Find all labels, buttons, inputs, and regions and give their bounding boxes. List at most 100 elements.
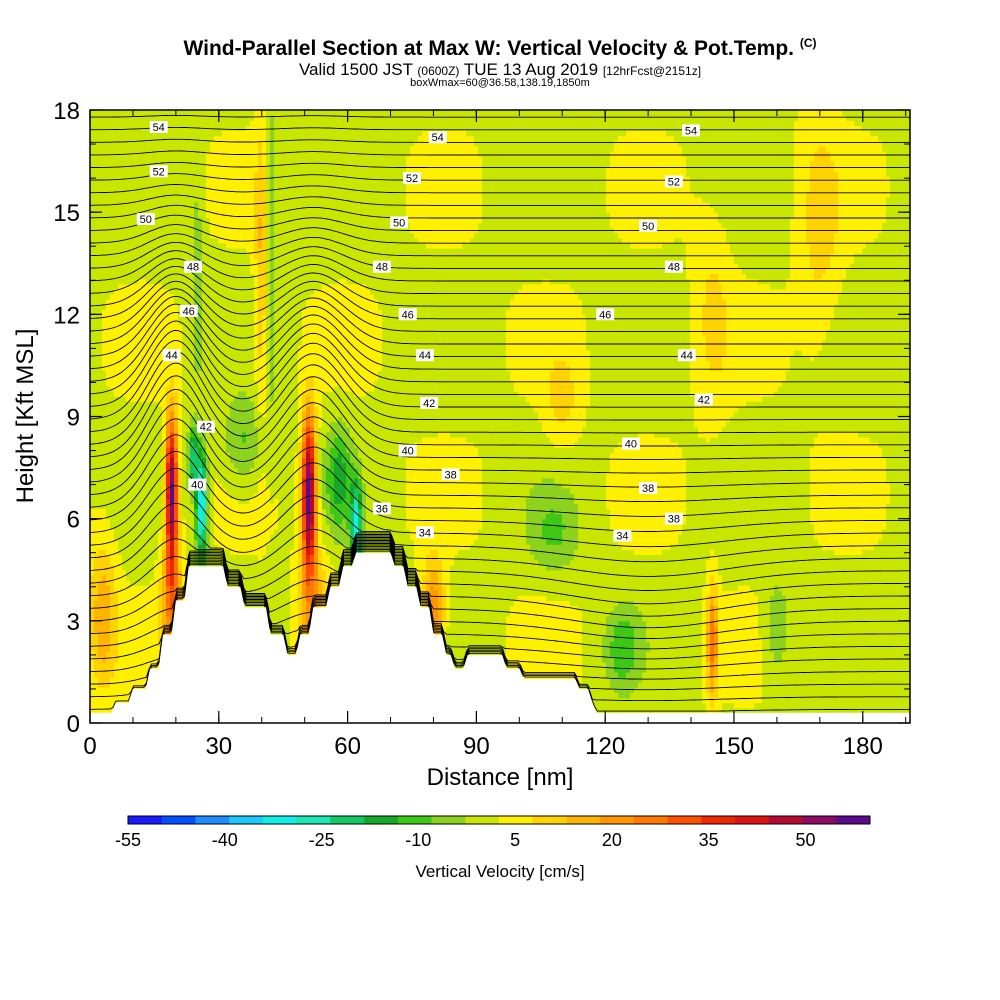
- w-cell: [190, 534, 195, 540]
- w-cell: [98, 273, 103, 279]
- w-cell: [166, 381, 171, 387]
- w-cell: [126, 335, 131, 341]
- w-cell: [174, 549, 179, 555]
- w-cell: [94, 560, 99, 566]
- w-cell: [214, 503, 219, 509]
- w-cell: [138, 657, 143, 663]
- w-cell: [98, 432, 103, 438]
- w-cell: [174, 151, 179, 157]
- w-cell: [214, 493, 219, 499]
- w-cell: [218, 192, 223, 198]
- w-cell: [154, 473, 159, 479]
- w-cell: [166, 187, 171, 193]
- w-cell: [190, 524, 195, 530]
- w-cell: [114, 570, 119, 576]
- w-cell: [182, 166, 187, 172]
- w-cell: [186, 447, 191, 453]
- w-cell: [134, 519, 139, 525]
- w-cell: [126, 192, 131, 198]
- w-cell: [202, 345, 207, 351]
- w-cell: [94, 314, 99, 320]
- w-cell: [206, 171, 211, 177]
- w-cell: [186, 442, 191, 448]
- w-cell: [142, 595, 147, 601]
- w-cell: [214, 120, 219, 126]
- w-cell: [166, 616, 171, 622]
- w-cell: [146, 626, 151, 632]
- w-cell: [158, 146, 163, 152]
- w-cell: [114, 554, 119, 560]
- w-cell: [178, 473, 183, 479]
- w-cell: [118, 672, 123, 678]
- w-cell: [174, 560, 179, 566]
- w-cell: [126, 452, 131, 458]
- w-cell: [118, 427, 123, 433]
- w-cell: [186, 534, 191, 540]
- w-cell: [154, 457, 159, 463]
- w-cell: [154, 386, 159, 392]
- w-cell: [102, 651, 107, 657]
- w-cell: [126, 554, 131, 560]
- w-cell: [118, 268, 123, 274]
- w-cell: [114, 677, 119, 683]
- w-cell: [102, 575, 107, 581]
- w-cell: [94, 243, 99, 249]
- w-cell: [122, 662, 127, 668]
- w-cell: [178, 478, 183, 484]
- w-cell: [214, 207, 219, 213]
- w-cell: [194, 508, 199, 514]
- w-cell: [146, 151, 151, 157]
- w-cell: [106, 442, 111, 448]
- w-cell: [210, 202, 215, 208]
- w-cell: [106, 560, 111, 566]
- w-cell: [134, 125, 139, 131]
- w-cell: [134, 442, 139, 448]
- w-cell: [158, 452, 163, 458]
- w-cell: [154, 519, 159, 525]
- w-cell: [170, 151, 175, 157]
- w-cell: [146, 141, 151, 147]
- w-cell: [218, 253, 223, 259]
- w-cell: [218, 299, 223, 305]
- w-cell: [118, 503, 123, 509]
- w-cell: [94, 120, 99, 126]
- w-cell: [194, 524, 199, 530]
- w-cell: [162, 238, 167, 244]
- w-cell: [174, 187, 179, 193]
- w-cell: [114, 243, 119, 249]
- w-cell: [114, 233, 119, 239]
- w-cell: [118, 611, 123, 617]
- w-cell: [94, 651, 99, 657]
- w-cell: [110, 115, 115, 121]
- w-cell: [218, 222, 223, 228]
- w-cell: [146, 314, 151, 320]
- w-cell: [154, 621, 159, 627]
- w-cell: [98, 549, 103, 555]
- w-cell: [162, 386, 167, 392]
- w-cell: [98, 386, 103, 392]
- w-cell: [130, 616, 135, 622]
- w-cell: [126, 580, 131, 586]
- w-cell: [146, 565, 151, 571]
- w-cell: [214, 273, 219, 279]
- w-cell: [150, 554, 155, 560]
- w-cell: [174, 462, 179, 468]
- w-cell: [190, 166, 195, 172]
- w-cell: [174, 166, 179, 172]
- w-cell: [102, 217, 107, 223]
- w-cell: [210, 192, 215, 198]
- w-cell: [106, 304, 111, 310]
- w-cell: [174, 565, 179, 571]
- w-cell: [182, 462, 187, 468]
- w-cell: [150, 253, 155, 259]
- w-cell: [214, 125, 219, 131]
- w-cell: [142, 268, 147, 274]
- w-cell: [126, 371, 131, 377]
- w-cell: [126, 508, 131, 514]
- w-cell: [162, 197, 167, 203]
- w-cell: [126, 631, 131, 637]
- w-cell: [174, 335, 179, 341]
- w-cell: [178, 253, 183, 259]
- w-cell: [130, 330, 135, 336]
- w-cell: [178, 284, 183, 290]
